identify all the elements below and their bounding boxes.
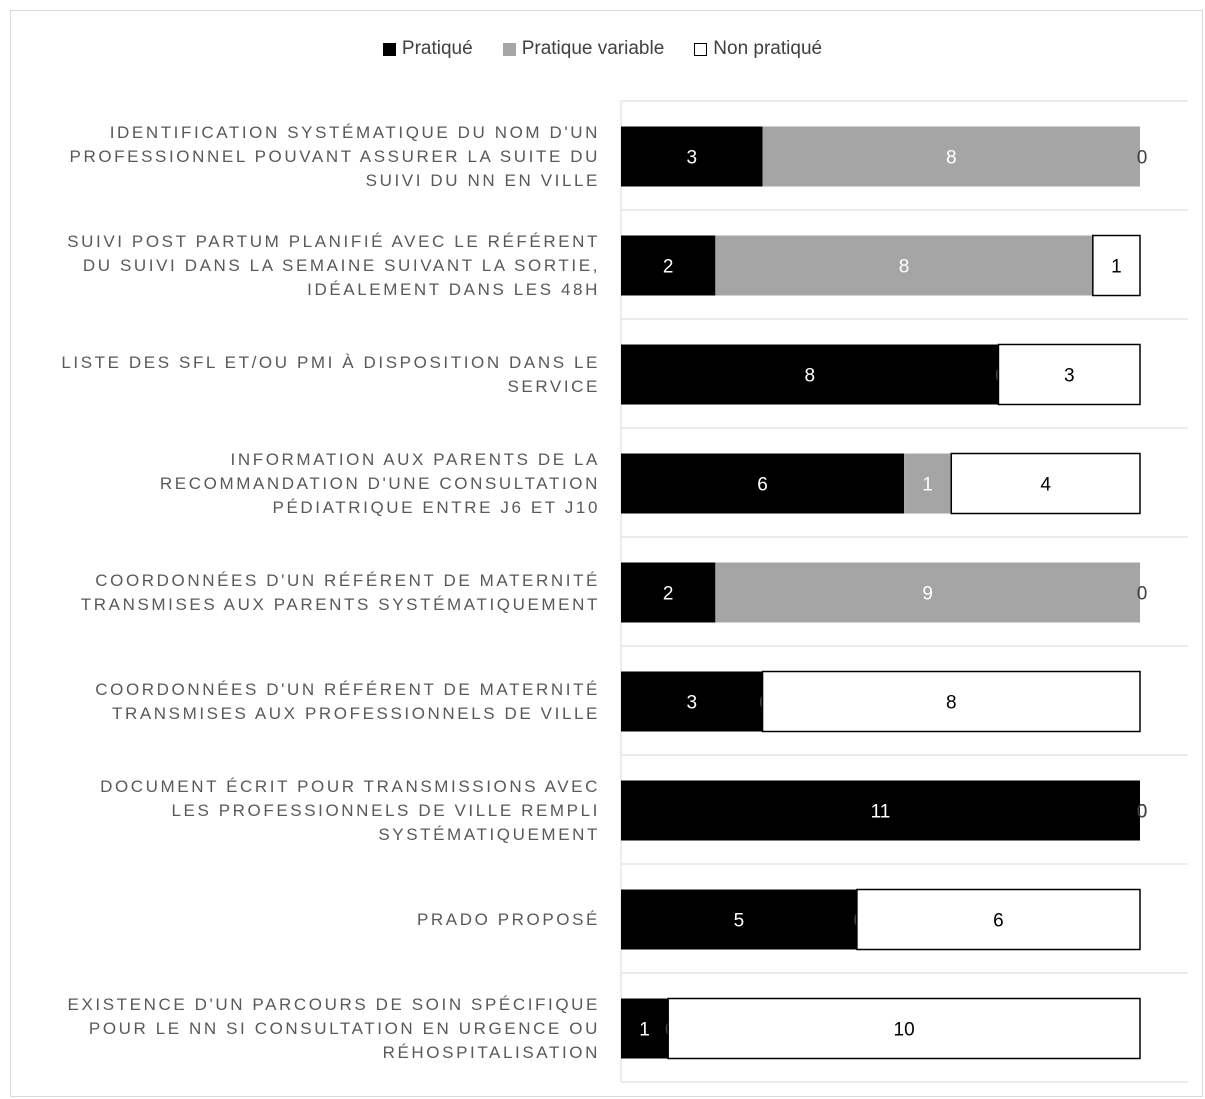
category-label-line: COORDONNÉES D'UN RÉFÉRENT DE MATERNITÉ	[95, 570, 600, 590]
data-label-7-series-2: 6	[993, 911, 1004, 932]
category-label-text-2: LISTE DES SFL ET/OU PMI À DISPOSITION DA…	[10, 351, 600, 399]
data-label-0-series-0: 3	[686, 148, 697, 169]
category-label-text-4: COORDONNÉES D'UN RÉFÉRENT DE MATERNITÉ TR…	[10, 569, 600, 617]
legend: Pratiqué Pratique variable Non pratiqué	[0, 36, 1205, 62]
data-label-5-series-0: 3	[686, 693, 697, 714]
category-label-text-0: IDENTIFICATION SYSTÉMATIQUE DU NOM D'UN P…	[10, 121, 600, 193]
data-label-2-series-2: 3	[1064, 366, 1075, 387]
data-label-7-series-0: 5	[734, 911, 745, 932]
bar-3-series-1	[904, 453, 952, 514]
category-label-line: PROFESSIONNEL POUVANT ASSURER LA SUITE D…	[69, 146, 600, 166]
category-label-line: RÉHOSPITALISATION	[382, 1042, 600, 1062]
bar-3-series-2	[950, 452, 1141, 515]
category-label-text-7: PRADO PROPOSÉ	[10, 908, 600, 932]
legend-swatch-0	[382, 42, 396, 56]
category-label-line: INFORMATION AUX PARENTS DE LA	[230, 449, 600, 469]
category-label-text-5: COORDONNÉES D'UN RÉFÉRENT DE MATERNITÉ TR…	[10, 678, 600, 726]
data-label-4-series-0: 2	[663, 584, 674, 605]
category-label-line: IDENTIFICATION SYSTÉMATIQUE DU NOM D'UN	[109, 122, 600, 142]
bar-7-series-0	[621, 889, 857, 950]
bar-5-series-0	[621, 671, 763, 732]
category-label-3: INFORMATION AUX PARENTS DE LA RECOMMANDAT…	[0, 448, 600, 520]
legend-item-1: Pratique variable	[502, 38, 665, 60]
data-label-6-series-1: 0	[1137, 802, 1148, 823]
data-label-4-series-2: 0	[1137, 584, 1148, 605]
data-label-3-series-2: 4	[1040, 475, 1051, 496]
category-label-line: LISTE DES SFL ET/OU PMI À DISPOSITION DA…	[61, 352, 600, 372]
category-label-line: SUIVI POST PARTUM PLANIFIÉ AVEC LE RÉFÉR…	[67, 231, 600, 251]
bar-8-series-0	[621, 998, 669, 1059]
category-label-6: DOCUMENT ÉCRIT POUR TRANSMISSIONS AVEC LE…	[0, 775, 600, 847]
category-label-text-3: INFORMATION AUX PARENTS DE LA RECOMMANDAT…	[10, 448, 600, 520]
legend-label-0: Pratiqué	[401, 38, 473, 59]
bar-3-series-0	[621, 453, 905, 514]
category-label-line: EXISTENCE D'UN PARCOURS DE SOIN SPÉCIFIQ…	[67, 994, 600, 1014]
data-label-0-series-1: 8	[946, 148, 957, 169]
category-label-1: SUIVI POST PARTUM PLANIFIÉ AVEC LE RÉFÉR…	[0, 230, 600, 302]
category-label-line: POUR LE NN SI CONSULTATION EN URGENCE OU	[88, 1018, 600, 1038]
data-label-8-series-2: 10	[894, 1020, 915, 1041]
category-label-line: COORDONNÉES D'UN RÉFÉRENT DE MATERNITÉ	[95, 679, 600, 699]
category-label-line: SUIVI DU NN EN VILLE	[365, 170, 600, 190]
data-label-1-series-0: 2	[663, 257, 674, 278]
category-label-line: SERVICE	[507, 376, 600, 396]
data-label-6-series-0: 11	[871, 802, 891, 823]
category-label-text-8: EXISTENCE D'UN PARCOURS DE SOIN SPÉCIFIQ…	[10, 993, 600, 1065]
category-label-line: RECOMMANDATION D'UNE CONSULTATION	[159, 473, 600, 493]
bar-4-series-1	[715, 562, 1140, 623]
category-label-line: DOCUMENT ÉCRIT POUR TRANSMISSIONS AVEC	[100, 776, 600, 796]
bar-0-series-1	[762, 126, 1140, 187]
bar-5-series-2	[761, 670, 1141, 733]
bar-7-series-2	[856, 888, 1141, 951]
category-label-line: TRANSMISES AUX PARENTS SYSTÉMATIQUEMENT	[80, 594, 600, 614]
legend-swatch-1	[502, 42, 516, 56]
legend-item-2: Non pratiqué	[694, 38, 822, 60]
category-label-0: IDENTIFICATION SYSTÉMATIQUE DU NOM D'UN P…	[0, 121, 600, 193]
bar-1-series-0	[621, 235, 716, 296]
bar-1-series-1	[715, 235, 1093, 296]
legend-label-2: Non pratiqué	[713, 38, 823, 59]
data-label-1-series-2: 1	[1111, 257, 1122, 278]
bar-0-series-0	[621, 126, 763, 187]
data-label-6-series-2: 0	[1137, 802, 1148, 823]
category-label-line: SYSTÉMATIQUEMENT	[378, 824, 600, 844]
data-label-4-series-1: 9	[922, 584, 933, 605]
bar-1-series-2	[1092, 234, 1141, 297]
category-label-line: PÉDIATRIQUE ENTRE J6 ET J10	[272, 497, 600, 517]
bar-6-series-0	[621, 780, 1140, 841]
category-label-4: COORDONNÉES D'UN RÉFÉRENT DE MATERNITÉ TR…	[0, 569, 600, 617]
category-label-text-6: DOCUMENT ÉCRIT POUR TRANSMISSIONS AVEC LE…	[10, 775, 600, 847]
data-label-8-series-0: 1	[639, 1020, 650, 1041]
category-label-line: DU SUIVI DANS LA SEMAINE SUIVANT LA SORT…	[82, 255, 600, 275]
data-label-3-series-0: 6	[757, 475, 768, 496]
data-label-2-series-0: 8	[804, 366, 815, 387]
bar-2-series-0	[621, 344, 999, 405]
data-label-1-series-1: 8	[899, 257, 910, 278]
data-label-3-series-1: 1	[922, 475, 933, 496]
category-label-2: LISTE DES SFL ET/OU PMI À DISPOSITION DA…	[0, 351, 600, 399]
bar-4-series-0	[621, 562, 716, 623]
legend-item-0: Pratiqué	[382, 38, 473, 60]
category-label-7: PRADO PROPOSÉ	[0, 908, 600, 932]
category-label-8: EXISTENCE D'UN PARCOURS DE SOIN SPÉCIFIQ…	[0, 993, 600, 1065]
legend-swatch-2	[694, 42, 708, 56]
category-label-line: LES PROFESSIONNELS DE VILLE REMPLI	[171, 800, 600, 820]
category-label-line: PRADO PROPOSÉ	[416, 909, 600, 929]
category-label-5: COORDONNÉES D'UN RÉFÉRENT DE MATERNITÉ TR…	[0, 678, 600, 726]
category-label-text-1: SUIVI POST PARTUM PLANIFIÉ AVEC LE RÉFÉR…	[10, 230, 600, 302]
bar-2-series-2	[997, 343, 1141, 406]
bar-8-series-2	[667, 997, 1141, 1060]
legend-label-1: Pratique variable	[521, 38, 665, 59]
data-label-0-series-2: 0	[1137, 148, 1148, 169]
data-label-5-series-2: 8	[946, 693, 957, 714]
category-label-line: IDÉALEMENT DANS LES 48H	[307, 279, 600, 299]
category-label-line: TRANSMISES AUX PROFESSIONNELS DE VILLE	[111, 703, 600, 723]
